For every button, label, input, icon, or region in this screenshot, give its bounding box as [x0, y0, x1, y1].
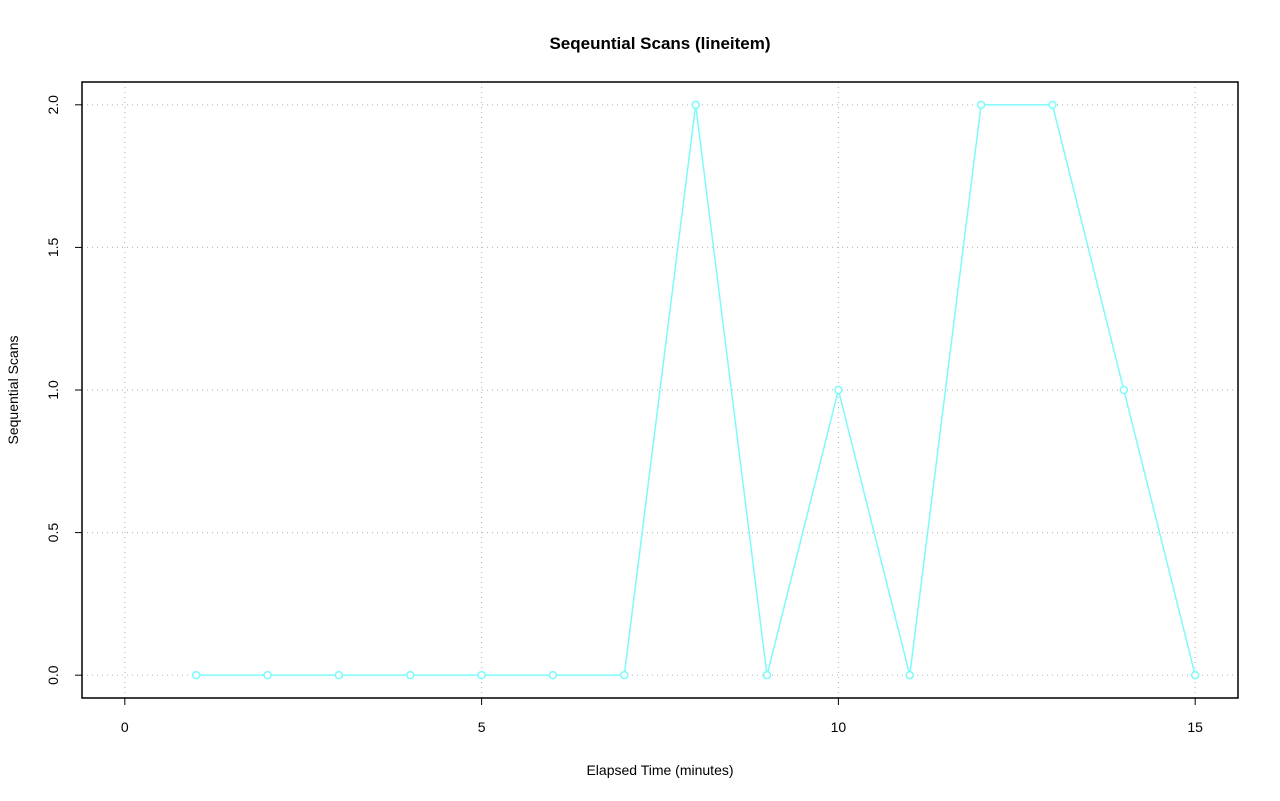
series-line	[196, 104, 1196, 676]
data-point	[191, 670, 201, 680]
data-point	[834, 385, 843, 395]
data-point	[1119, 385, 1129, 395]
data-point	[1190, 670, 1200, 680]
y-tick-label: 0.5	[45, 523, 61, 543]
chart-title: Seqeuntial Scans (lineitem)	[549, 34, 770, 53]
y-tick-label: 1.5	[45, 237, 61, 257]
data-point	[334, 670, 344, 680]
data-point	[691, 100, 700, 110]
x-tick-label: 5	[478, 719, 486, 735]
y-tick-label: 2.0	[45, 95, 61, 115]
data-point	[263, 670, 272, 680]
data-point	[762, 670, 772, 680]
y-tick-label: 1.0	[45, 380, 61, 400]
data-point	[1048, 100, 1057, 110]
y-axis-label: Sequential Scans	[5, 336, 21, 445]
data-point	[905, 670, 915, 680]
x-tick-label: 15	[1187, 719, 1203, 735]
data-point	[548, 670, 558, 680]
x-tick-label: 10	[831, 719, 847, 735]
x-tick-label: 0	[121, 719, 129, 735]
data-point	[405, 670, 415, 680]
data-point	[976, 100, 986, 110]
data-point	[477, 670, 486, 680]
x-axis-label: Elapsed Time (minutes)	[586, 762, 733, 778]
plot-frame	[81, 81, 1239, 699]
y-tick-label: 0.0	[45, 665, 61, 685]
data-point	[620, 670, 629, 680]
